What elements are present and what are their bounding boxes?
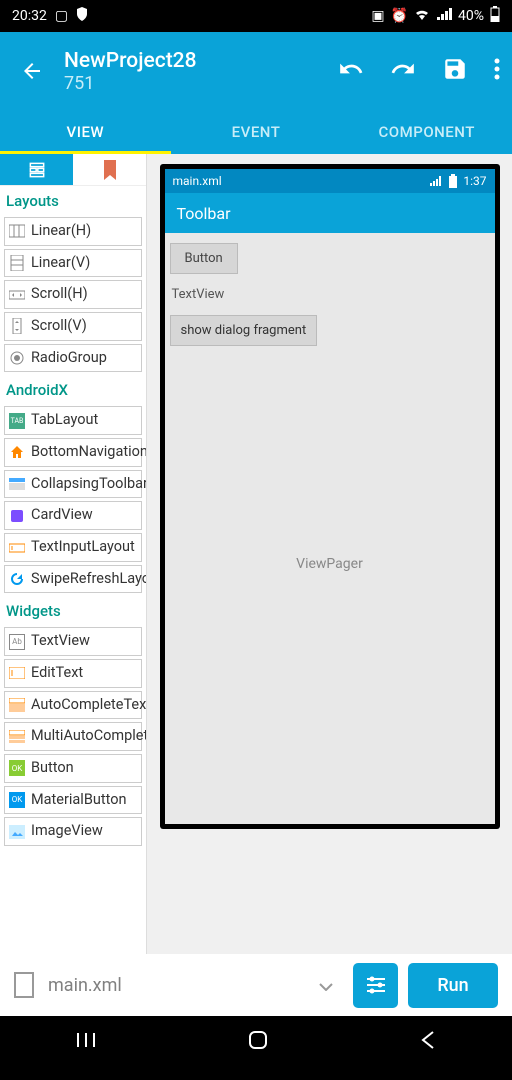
battery-percent: 40% xyxy=(458,8,484,24)
redo-button[interactable] xyxy=(390,56,416,86)
project-title: NewProject28 xyxy=(64,49,338,73)
imageview-icon xyxy=(9,824,25,840)
card-icon xyxy=(9,508,25,524)
preview-viewpager[interactable]: ViewPager xyxy=(170,556,490,572)
widget-button[interactable]: OKButton xyxy=(4,754,142,783)
preview-filename: main.xml xyxy=(173,174,222,188)
file-name: main.xml xyxy=(48,975,122,996)
section-layouts: Layouts xyxy=(0,186,146,214)
save-button[interactable] xyxy=(442,56,468,86)
widget-palette: Layouts Linear(H) Linear(V) Scroll(H) Sc… xyxy=(0,154,147,954)
status-time: 20:32 xyxy=(12,8,47,24)
preview-status-bar: main.xml 1:37 xyxy=(165,169,495,193)
widget-scroll-v[interactable]: Scroll(V) xyxy=(4,312,142,341)
multiauto-icon xyxy=(9,729,25,745)
nav-home[interactable] xyxy=(246,1028,270,1056)
android-nav-bar xyxy=(0,1016,512,1068)
edittext-icon xyxy=(9,665,25,681)
project-subtitle: 751 xyxy=(64,73,338,94)
home-icon xyxy=(9,444,25,460)
radio-icon xyxy=(9,350,25,366)
scroll-h-icon xyxy=(9,287,25,303)
more-button[interactable] xyxy=(494,57,500,85)
image-icon: ▢ xyxy=(55,8,68,24)
widget-linear-v[interactable]: Linear(V) xyxy=(4,249,142,278)
section-widgets: Widgets xyxy=(0,596,146,624)
preview-toolbar[interactable]: Toolbar xyxy=(165,193,495,233)
signal-icon xyxy=(436,8,452,24)
bottom-bar: main.xml Run xyxy=(0,954,512,1016)
android-status-bar: 20:32 ▢ ▣ ⏰ 40% xyxy=(0,0,512,32)
widget-imageview[interactable]: ImageView xyxy=(4,817,142,846)
tab-component[interactable]: COMPONENT xyxy=(341,110,512,154)
tab-view[interactable]: VIEW xyxy=(0,110,171,154)
app-header: NewProject28 751 VIEW EVENT COMPONENT xyxy=(0,32,512,154)
widget-edittext[interactable]: EditText xyxy=(4,659,142,688)
tab-icon: TAB xyxy=(9,413,25,429)
widget-textinput[interactable]: TextInputLayout xyxy=(4,533,142,562)
widget-scroll-h[interactable]: Scroll(H) xyxy=(4,280,142,309)
materialbtn-icon: OK xyxy=(9,792,25,808)
widget-collapsing[interactable]: CollapsingToolbar xyxy=(4,470,142,499)
textview-icon: Ab xyxy=(9,634,25,650)
device-frame: main.xml 1:37 Toolbar Button TextView sh… xyxy=(160,164,500,829)
chevron-down-icon xyxy=(319,975,333,996)
widget-textview[interactable]: AbTextView xyxy=(4,627,142,656)
preview-dialog-button[interactable]: show dialog fragment xyxy=(170,315,318,346)
widget-tablayout[interactable]: TABTabLayout xyxy=(4,406,142,435)
canvas-area: main.xml 1:37 Toolbar Button TextView sh… xyxy=(147,154,512,954)
preview-button-widget[interactable]: Button xyxy=(170,243,238,274)
widget-cardview[interactable]: CardView xyxy=(4,501,142,530)
undo-button[interactable] xyxy=(338,56,364,86)
file-icon xyxy=(14,972,34,998)
wifi-icon xyxy=(414,8,430,24)
textinput-icon xyxy=(9,539,25,555)
shield-icon xyxy=(76,7,88,25)
run-button[interactable]: Run xyxy=(408,963,498,1008)
linear-v-icon xyxy=(9,255,25,271)
alarm-icon: ⏰ xyxy=(391,8,408,24)
refresh-icon xyxy=(9,571,25,587)
scroll-v-icon xyxy=(9,318,25,334)
nav-recent[interactable] xyxy=(75,1029,97,1055)
battery-icon xyxy=(490,6,500,26)
widget-linear-h[interactable]: Linear(H) xyxy=(4,217,142,246)
file-selector[interactable]: main.xml xyxy=(14,972,343,998)
section-androidx: AndroidX xyxy=(0,375,146,403)
preview-battery-icon xyxy=(449,174,457,188)
widget-swipe[interactable]: SwipeRefreshLayout xyxy=(4,565,142,594)
dnd-icon: ▣ xyxy=(371,8,384,24)
preview-textview-widget[interactable]: TextView xyxy=(170,279,490,310)
palette-tab-bookmark[interactable] xyxy=(73,154,146,185)
tab-event[interactable]: EVENT xyxy=(171,110,342,154)
widget-bottomnav[interactable]: BottomNavigationView xyxy=(4,438,142,467)
widget-multiauto[interactable]: MultiAutoCompleteTextView xyxy=(4,722,142,751)
preview-signal-icon xyxy=(429,176,443,186)
nav-back[interactable] xyxy=(419,1028,437,1056)
preview-time: 1:37 xyxy=(463,174,486,188)
widget-autocomplete[interactable]: AutoCompleteTextView xyxy=(4,691,142,720)
widget-materialbtn[interactable]: OKMaterialButton xyxy=(4,786,142,815)
back-button[interactable] xyxy=(12,59,52,83)
settings-button[interactable] xyxy=(353,963,398,1008)
collapse-icon xyxy=(9,476,25,492)
widget-radiogroup[interactable]: RadioGroup xyxy=(4,344,142,373)
autocomplete-icon xyxy=(9,697,25,713)
button-icon: OK xyxy=(9,760,25,776)
linear-h-icon xyxy=(9,223,25,239)
palette-tab-widgets[interactable] xyxy=(0,154,73,185)
content-area: Layouts Linear(H) Linear(V) Scroll(H) Sc… xyxy=(0,154,512,954)
